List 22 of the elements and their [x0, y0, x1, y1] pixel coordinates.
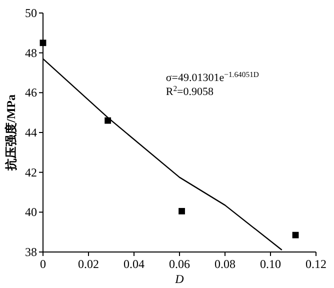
x-tick-label: 0.08: [214, 257, 236, 271]
y-tick-label: 40: [25, 205, 37, 220]
y-tick-label: 38: [25, 245, 37, 259]
annotation: R$^{2}$=0.9058: [166, 84, 214, 98]
x-tick-label: 0.12: [306, 257, 326, 271]
y-tick-label: 44: [25, 126, 37, 140]
point: [178, 208, 185, 214]
y-tick-label: 50: [25, 6, 37, 20]
point: [292, 232, 299, 238]
y-tick-label: 42: [25, 165, 37, 180]
x-tick-label: 0.10: [260, 257, 281, 271]
point: [104, 117, 112, 124]
point: [40, 40, 46, 46]
y-tick-label: 48: [25, 46, 37, 60]
x-tick-label: 0.02: [78, 257, 99, 271]
x-axis-title: D: [174, 272, 184, 286]
x-tick-label: 0.06: [169, 257, 190, 271]
x-tick-label: 0: [40, 257, 46, 271]
y-tick-label: 46: [25, 86, 37, 100]
x-tick-label: 0.04: [124, 257, 144, 271]
y-axis-title: 抗压强度/MPa: [4, 94, 18, 172]
annotation: σ=49.01301e$^{−1.64051D}$: [166, 70, 260, 84]
